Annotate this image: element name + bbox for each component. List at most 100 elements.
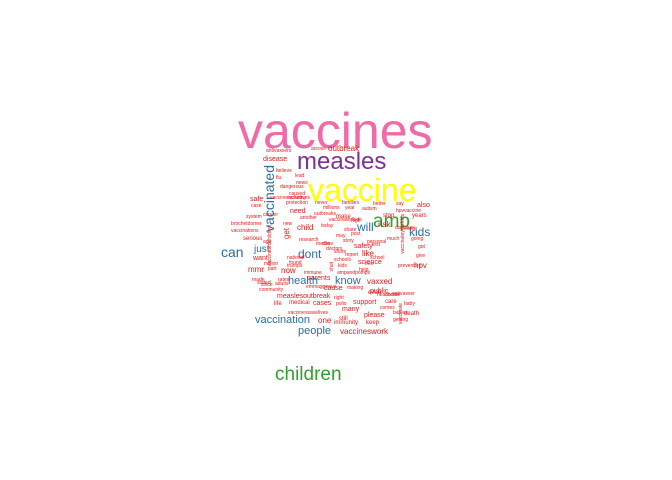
word-vaccines: vaccines xyxy=(238,103,433,159)
word-comes: comes xyxy=(380,305,395,311)
word-making: making xyxy=(347,285,364,291)
word-mcfunny: mcfunny xyxy=(287,195,306,201)
word-cases: cases xyxy=(313,300,332,307)
word-diseases: diseases xyxy=(395,225,415,231)
word-baby: baby xyxy=(404,301,415,307)
word-lead: lead xyxy=(295,173,305,179)
word-public: public xyxy=(370,288,389,295)
word-vaxxed: vaxxed xyxy=(367,277,393,286)
word-done: done xyxy=(322,241,334,247)
word-immune: immune xyxy=(304,270,322,276)
word-part: part xyxy=(268,266,277,272)
word-kids: kids xyxy=(338,263,347,269)
word-brochetdomer: brochetdomer xyxy=(231,221,262,227)
word-today: today xyxy=(321,223,334,229)
word-antivaxxer: antivaxxer xyxy=(392,291,415,297)
word-families: families xyxy=(342,200,359,206)
word-will: will xyxy=(357,220,374,234)
word-risk: risk xyxy=(378,220,391,229)
word-report: report xyxy=(345,252,359,258)
word-believe: believe xyxy=(276,168,292,174)
word-going: going xyxy=(411,236,424,242)
word-doctors: doctors xyxy=(326,246,343,252)
word-children: children xyxy=(275,364,342,385)
word-better: better xyxy=(373,201,386,207)
word-parents: parents xyxy=(307,275,331,282)
word-polio: polio xyxy=(336,301,347,307)
word-getting: getting xyxy=(393,317,409,323)
word-post: post xyxy=(351,231,361,237)
word-support: support xyxy=(353,299,377,306)
word-autism: autism xyxy=(362,206,377,212)
word-found: found xyxy=(289,260,302,266)
word-say: say xyxy=(396,201,404,207)
word-national: national xyxy=(287,255,305,261)
word-disease: disease xyxy=(263,156,288,163)
word-get: get xyxy=(282,228,291,240)
word-serious: serious xyxy=(243,236,263,242)
word-community: community xyxy=(259,287,284,293)
word-one: one xyxy=(318,316,332,325)
word-cause: cause xyxy=(324,285,343,292)
word-caused: caused xyxy=(289,191,306,197)
word-million: million xyxy=(264,261,279,267)
word-made: made xyxy=(252,277,265,283)
word-school: school xyxy=(370,255,385,261)
word-people: people xyxy=(298,325,332,337)
word-still: still xyxy=(339,316,348,322)
word-protection: protection xyxy=(286,200,308,206)
word-vaccinessavelives: vaccinessavelives xyxy=(270,195,311,201)
word-can: can xyxy=(221,244,244,260)
word-vaccinatedchildren: vaccinatedchildren xyxy=(267,225,273,267)
word-safety: safety xyxy=(354,243,373,250)
word-personal: personal xyxy=(367,239,387,245)
word-outbreak: outbreak xyxy=(328,144,360,153)
word-just: just xyxy=(254,244,270,255)
word-doctor: doctor xyxy=(385,292,399,298)
word-across: across xyxy=(311,146,326,152)
word-healthcare: healthcare xyxy=(377,292,401,298)
word-vaccinatedkids: vaccinatedkids xyxy=(329,217,362,223)
word-vaccination: vaccination xyxy=(255,314,311,326)
word-cancer: cancer xyxy=(263,212,279,218)
word-every: every xyxy=(404,226,417,232)
word-case: case xyxy=(251,203,262,209)
word-shots: shots xyxy=(334,249,346,255)
word-adults: adults xyxy=(275,281,289,287)
word-vaccine: vaccine xyxy=(308,172,417,208)
word-new: new xyxy=(283,221,293,227)
word-mmr: mmr xyxy=(248,265,264,274)
word-even: even xyxy=(368,290,382,296)
word-prevention: prevention xyxy=(398,263,422,269)
word-story: story xyxy=(343,238,354,244)
word-medical: medical xyxy=(289,300,310,306)
word-outbreaks: outbreaks xyxy=(314,211,336,217)
word-child: child xyxy=(297,223,314,232)
word-may: may xyxy=(336,233,346,239)
word-make: make xyxy=(336,214,351,220)
word-death: death xyxy=(404,311,420,317)
word-care: care xyxy=(385,299,397,305)
word-give: give xyxy=(416,253,426,259)
word-research: research xyxy=(299,237,319,243)
word-vaccinate: vaccinate xyxy=(398,303,404,325)
word-flu: flu xyxy=(276,175,282,181)
word-system: system xyxy=(246,214,262,220)
word-immunity: immunity xyxy=(334,320,359,326)
word-now: now xyxy=(281,266,296,275)
word-emmaggeaux: emmaggeaux xyxy=(306,284,337,290)
word-many: many xyxy=(342,306,360,313)
word-millions: millions xyxy=(323,205,340,211)
word-antivaxxers: antivaxxers xyxy=(266,148,292,154)
word-want: want xyxy=(253,255,268,262)
word-got: got xyxy=(418,244,425,250)
word-safe: safe xyxy=(250,196,264,203)
word-kids: kids xyxy=(409,225,431,239)
word-keep: keep xyxy=(366,320,380,326)
word-amp: amp xyxy=(373,211,410,232)
word-first: first xyxy=(372,242,381,248)
word-health: health xyxy=(288,275,318,287)
word-year: year xyxy=(345,205,355,211)
word-vaccineswork: vaccineswork xyxy=(340,327,389,336)
